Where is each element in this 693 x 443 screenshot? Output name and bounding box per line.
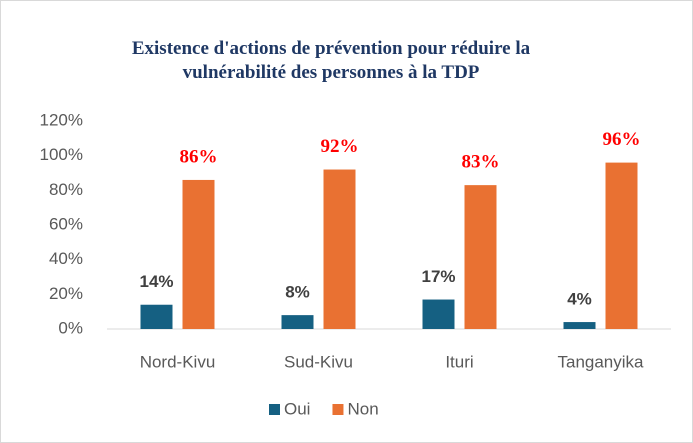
- data-label: 4%: [567, 290, 592, 309]
- bar: [323, 169, 356, 329]
- chart-title: Existence d'actions de prévention pour r…: [131, 38, 531, 83]
- y-tick-label: 120%: [40, 110, 83, 129]
- legend-label: Oui: [284, 399, 310, 418]
- bar: [563, 322, 596, 329]
- bar: [464, 185, 497, 329]
- y-tick-label: 20%: [49, 284, 83, 303]
- data-label: 96%: [603, 129, 641, 150]
- y-tick-label: 0%: [58, 318, 83, 337]
- x-tick-label: Sud-Kivu: [284, 352, 353, 371]
- bar: [422, 299, 455, 329]
- x-tick-label: Tanganyika: [557, 352, 644, 371]
- x-tick-label: Nord-Kivu: [140, 352, 216, 371]
- data-label: 83%: [462, 151, 500, 172]
- data-label: 14%: [139, 272, 173, 291]
- legend-swatch: [332, 404, 344, 415]
- y-tick-label: 40%: [49, 249, 83, 268]
- data-label: 8%: [285, 283, 310, 302]
- data-label: 17%: [421, 267, 455, 286]
- bar: [140, 304, 173, 329]
- data-label: 86%: [180, 146, 218, 167]
- bar: [281, 315, 314, 329]
- y-tick-label: 80%: [49, 180, 83, 199]
- legend-swatch: [269, 404, 280, 415]
- y-tick-label: 60%: [49, 214, 83, 233]
- y-tick-label: 100%: [40, 145, 83, 164]
- bar: [605, 162, 638, 329]
- bar: [182, 179, 215, 329]
- legend-label: Non: [347, 399, 378, 418]
- data-label: 92%: [321, 136, 359, 157]
- x-tick-label: Ituri: [445, 352, 473, 371]
